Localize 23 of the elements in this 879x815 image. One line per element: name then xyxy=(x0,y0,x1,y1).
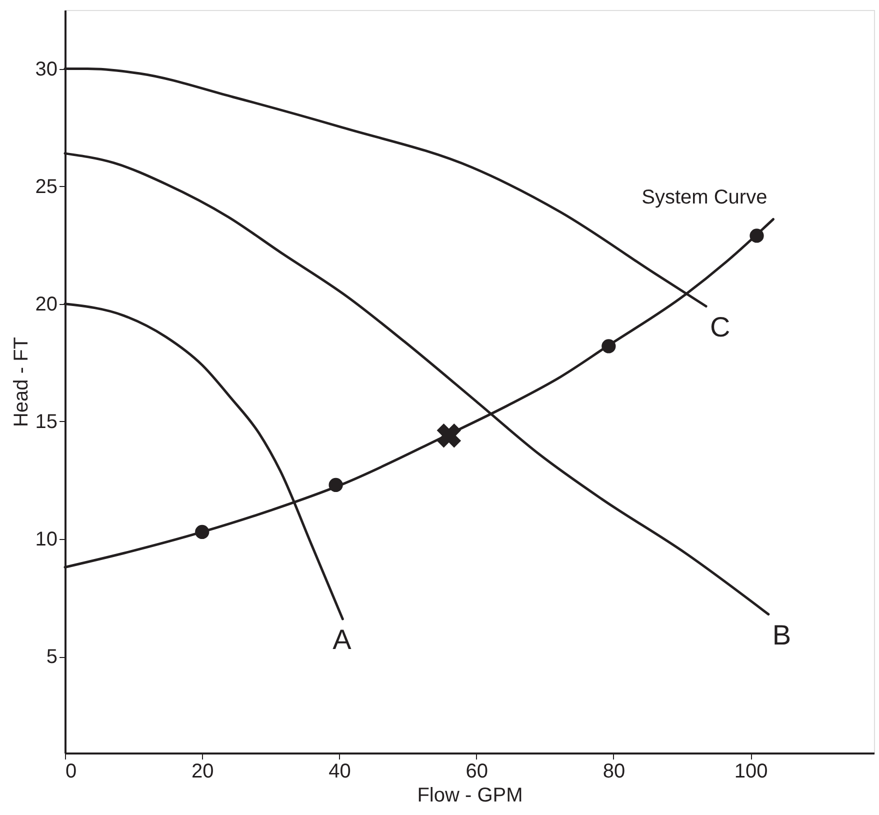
series-label: C xyxy=(710,311,730,342)
y-tick-label: 25 xyxy=(35,176,58,198)
x-tick-label: 100 xyxy=(734,760,768,782)
y-tick-label: 30 xyxy=(35,58,58,80)
point xyxy=(195,524,210,540)
y-tick-label: 20 xyxy=(35,293,58,316)
x-tick-label: 40 xyxy=(328,760,351,782)
point xyxy=(602,339,616,354)
y-tick-label: 15 xyxy=(35,410,58,433)
y-tick-label: 5 xyxy=(46,646,58,668)
point xyxy=(328,478,343,492)
x-tick-label: 0 xyxy=(66,760,77,782)
y-tick-label: 10 xyxy=(35,528,58,551)
point xyxy=(750,228,764,243)
y-axis-title: Head - FT xyxy=(10,336,32,428)
series-label: A xyxy=(332,624,352,655)
x-axis-title: Flow - GPM xyxy=(417,784,523,806)
point xyxy=(436,423,462,448)
series-label: B xyxy=(772,619,792,650)
x-tick-label: 80 xyxy=(602,760,626,782)
series-label: System Curve xyxy=(642,186,768,208)
x-tick-label: 20 xyxy=(191,760,214,782)
x-tick-label: 60 xyxy=(466,760,488,782)
